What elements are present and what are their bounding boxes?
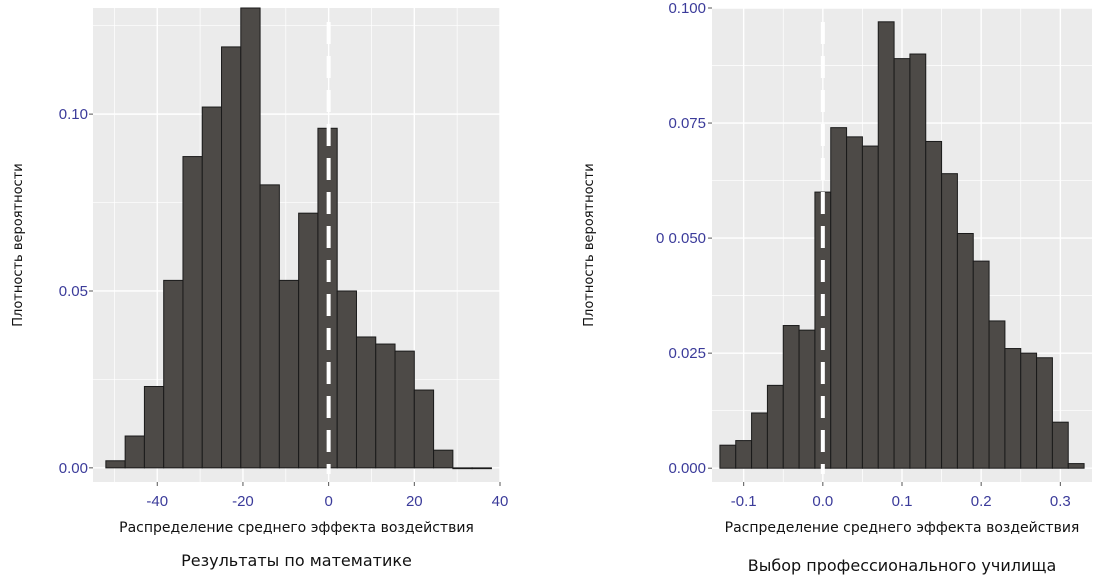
- y-tick-label: 0.10: [59, 106, 88, 123]
- histogram-bar: [124, 435, 145, 469]
- histogram-bar: [846, 136, 863, 469]
- math-results-chart: 0.00 0.05 0.10 -40 -20 0 20 40 Распределение с…: [11, 7, 508, 570]
- y-tick-label: 0.100: [668, 0, 706, 17]
- y-axis-ticks: 0.000 0.025 0 0.050 0.075 0.100: [656, 0, 712, 477]
- histogram-bar: [719, 444, 737, 469]
- histogram-bar: [375, 343, 396, 469]
- histogram-bar: [259, 184, 280, 469]
- y-tick-label: 0 0.050: [656, 230, 706, 247]
- histogram-bar: [433, 449, 454, 469]
- histogram-bar: [1020, 352, 1038, 469]
- histogram-bar: [956, 232, 974, 469]
- histogram-bar: [105, 460, 126, 469]
- histogram-bar: [201, 106, 223, 469]
- histogram-bar: [893, 58, 911, 469]
- histogram-bar: [830, 127, 848, 469]
- histogram-bar: [1067, 463, 1085, 469]
- x-tick-label: 0.2: [971, 493, 992, 510]
- chart-caption: Результаты по математике: [181, 551, 412, 570]
- y-tick-label: 0.075: [668, 115, 706, 132]
- x-tick-label: 0: [324, 493, 332, 510]
- x-tick-label: -20: [232, 493, 254, 510]
- y-axis-label: Плотность вероятности: [11, 163, 26, 326]
- histogram-bar: [163, 279, 184, 469]
- histogram-bar: [1036, 357, 1053, 469]
- x-tick-label: 20: [406, 493, 423, 510]
- y-tick-label: 0.025: [668, 345, 706, 362]
- histogram-bar: [988, 320, 1006, 469]
- histogram-bar: [221, 46, 242, 469]
- y-tick-label: 0.000: [668, 460, 706, 477]
- histogram-bar: [278, 279, 300, 469]
- histogram-bar: [751, 412, 768, 469]
- histogram-bar: [143, 385, 165, 469]
- histogram-bar: [471, 467, 492, 470]
- histogram-bar: [182, 156, 203, 469]
- x-tick-label: -40: [146, 493, 168, 510]
- chart-caption: Выбор профессионального училища: [748, 556, 1057, 575]
- x-tick-label: 0.1: [892, 493, 913, 510]
- histogram-bar: [355, 336, 377, 469]
- histogram-bar: [766, 384, 784, 469]
- x-tick-label: -0.1: [731, 493, 757, 510]
- vocational-school-chart: 0.000 0.025 0 0.050 0.075 0.100 -0.1 0.0 0.1 0.…: [582, 0, 1092, 575]
- x-axis-ticks: -0.1 0.0 0.1 0.2 0.3: [731, 482, 1071, 510]
- y-tick-label: 0.05: [59, 283, 88, 300]
- histogram-bar: [877, 21, 895, 469]
- histogram-bar: [394, 350, 415, 469]
- x-axis-label: Распределение среднего эффекта воздейств…: [725, 520, 1080, 536]
- y-tick-label: 0.00: [59, 460, 88, 477]
- histogram-bar: [298, 212, 319, 469]
- histogram-bar: [735, 440, 753, 469]
- histogram-bar: [925, 140, 943, 469]
- histogram-bar: [1051, 421, 1069, 469]
- histogram-bar: [240, 7, 261, 469]
- histogram-bar: [798, 329, 816, 469]
- histogram-bar: [413, 389, 435, 469]
- histogram-bar: [972, 260, 990, 469]
- histogram-bar: [336, 290, 357, 469]
- histogram-bars: [105, 7, 492, 470]
- histogram-bar: [861, 145, 879, 469]
- y-axis-label: Плотность вероятности: [582, 163, 597, 326]
- histogram-bar: [941, 173, 958, 469]
- x-axis-ticks: -40 -20 0 20 40: [146, 482, 508, 510]
- histogram-bar: [782, 325, 800, 469]
- histogram-bar: [909, 53, 927, 469]
- histogram-bar: [1004, 348, 1022, 469]
- x-tick-label: 0.0: [812, 493, 833, 510]
- y-axis-ticks: 0.00 0.05 0.10: [59, 106, 93, 477]
- x-axis-label: Распределение среднего эффекта воздейств…: [119, 520, 474, 536]
- x-tick-label: 40: [492, 493, 509, 510]
- x-tick-label: 0.3: [1050, 493, 1071, 510]
- histogram-bar: [452, 467, 473, 470]
